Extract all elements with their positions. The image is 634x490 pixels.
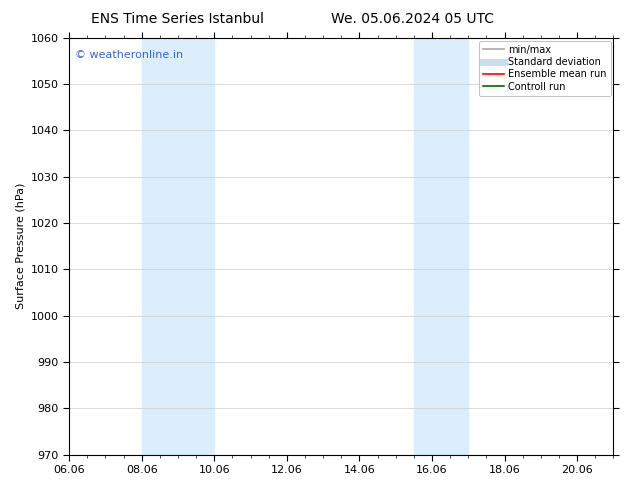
Y-axis label: Surface Pressure (hPa): Surface Pressure (hPa) xyxy=(15,183,25,309)
Bar xyxy=(414,38,469,455)
Text: ENS Time Series Istanbul: ENS Time Series Istanbul xyxy=(91,12,264,26)
Legend: min/max, Standard deviation, Ensemble mean run, Controll run: min/max, Standard deviation, Ensemble me… xyxy=(479,41,611,96)
Bar xyxy=(141,38,214,455)
Text: © weatheronline.in: © weatheronline.in xyxy=(75,50,183,60)
Text: We. 05.06.2024 05 UTC: We. 05.06.2024 05 UTC xyxy=(330,12,494,26)
